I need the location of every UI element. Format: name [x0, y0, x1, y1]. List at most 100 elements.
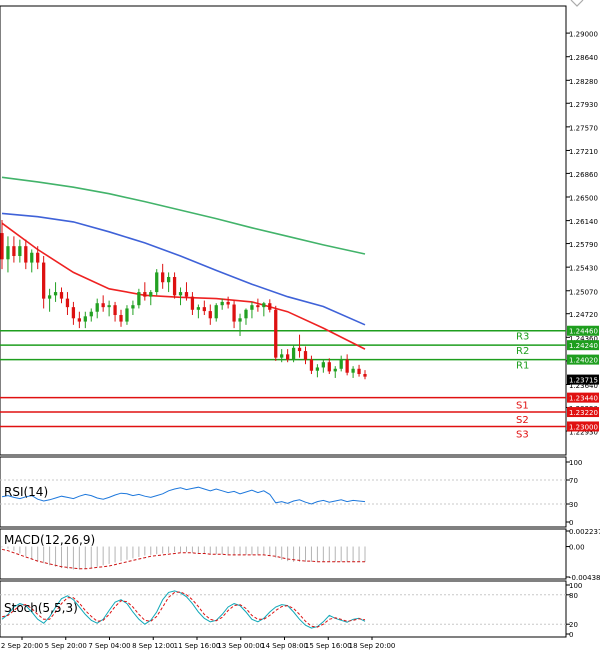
macd-tick-label: 0.00: [569, 544, 585, 552]
level-labels: R3 1.24460 R2 1.24240 R1 1.24020 S1 1.23440 S2 1.…: [516, 325, 599, 440]
time-axis: 2 Sep 20:00 5 Sep 20:00 7 Sep 04:00 8 Sep 1…: [1, 637, 396, 650]
candle-body: [274, 309, 278, 358]
price-tick-label: 1.22930: [569, 429, 598, 437]
stochastic-indicator: 100 80 20 0: [0, 582, 582, 639]
rsi-tick-label: 70: [569, 477, 578, 485]
rsi-tick-label: 0: [569, 519, 573, 527]
price-tick-label: 1.26140: [569, 218, 598, 226]
pivot-price-text: 1.24240: [569, 342, 598, 350]
current-price-text: 1.23715: [569, 377, 598, 385]
candle-body: [291, 347, 296, 360]
macd-signal-line: [1, 548, 365, 570]
stoch-tick-label: 20: [569, 621, 578, 629]
stoch-tick-label: 100: [569, 582, 582, 590]
candle-body: [363, 374, 367, 377]
pivot-price-tag: [567, 325, 599, 336]
candle-body: [131, 305, 135, 309]
window-corner-icon[interactable]: [570, 0, 584, 7]
candle-body: [297, 347, 302, 352]
time-tick-label: 8 Sep 12:00: [132, 642, 174, 650]
macd-tick-label: 0.002237: [569, 528, 600, 536]
price-tick-label: 1.27930: [569, 101, 598, 109]
current-price-tag: [567, 374, 599, 385]
candle-body: [42, 262, 46, 299]
pivot-price-tag: [567, 421, 599, 432]
candle-body: [339, 359, 343, 369]
time-tick-label: 18 Sep 20:00: [349, 642, 396, 650]
price-tick-label: 1.24360: [569, 335, 598, 343]
time-tick-label: 14 Sep 08:00: [261, 642, 308, 650]
candle-body: [202, 307, 206, 312]
price-tick-label: 1.27570: [569, 124, 598, 132]
pivot-levels: [0, 329, 566, 428]
stoch-tick-label: 0: [569, 631, 573, 639]
candle-body: [36, 252, 40, 263]
pivot-level-label: R2: [516, 346, 529, 357]
pivot-level-label: S2: [516, 415, 529, 426]
pivot-price-text: 1.23220: [569, 409, 598, 417]
stoch-tick-label: 80: [569, 592, 578, 600]
candle-body: [220, 301, 224, 306]
candle-body: [280, 354, 284, 358]
pivot-level-label: R3: [516, 332, 529, 343]
rsi-line: [1, 486, 366, 505]
price-tick-label: 1.28640: [569, 54, 598, 62]
price-tick-label: 1.26860: [569, 171, 598, 179]
pivot-level-label: S1: [516, 401, 529, 412]
price-tick-label: 1.25430: [569, 265, 598, 273]
price-tick-label: 1.24720: [569, 311, 598, 319]
pivot-price-text: 1.23440: [569, 395, 598, 403]
candle-body: [232, 304, 236, 322]
candle-body: [309, 359, 314, 371]
candle-body: [172, 276, 177, 296]
candle-body: [47, 295, 52, 299]
candle-body: [65, 298, 70, 308]
pivot-level-label: S3: [516, 429, 529, 440]
candle-body: [18, 246, 22, 257]
candle-body: [214, 305, 218, 319]
candle-body: [53, 292, 58, 296]
candle-body: [184, 292, 189, 297]
candle-body: [30, 252, 34, 263]
pivot-price-text: 1.24460: [569, 328, 598, 336]
candle-body: [125, 308, 129, 322]
candle-body: [149, 292, 153, 297]
candle-body: [226, 301, 230, 305]
time-tick-label: 2 Sep 20:00: [1, 642, 43, 650]
pivot-price-text: 1.24020: [569, 357, 598, 365]
price-tick-label: 1.27210: [569, 148, 598, 156]
pivot-price-tag: [567, 407, 599, 418]
macd-title: MACD(12,26,9): [4, 533, 95, 547]
price-tick-label: 1.23640: [569, 382, 598, 390]
candle-body: [244, 309, 248, 319]
pivot-price-text: 1.23000: [569, 423, 598, 431]
candle-body: [208, 311, 212, 319]
candle-body: [345, 359, 349, 373]
candle-body: [190, 296, 195, 310]
rsi-indicator: 100 70 30 0: [0, 459, 582, 527]
rsi-title: RSI(14): [4, 485, 48, 499]
candle-body: [119, 315, 123, 322]
macd-pane-frame: [0, 528, 567, 580]
candle-body: [286, 354, 290, 360]
price-tick-label: 1.26500: [569, 195, 598, 203]
candle-body: [166, 276, 171, 283]
pivot-price-tag: [567, 340, 599, 351]
macd-indicator: 0.002237 0.00 -0.004385: [1, 528, 600, 582]
candle-body: [107, 305, 111, 308]
candlesticks: [0, 219, 367, 380]
candle-body: [250, 305, 254, 310]
stoch-main-line: [1, 590, 366, 629]
candle-body: [71, 307, 76, 319]
candle-body: [196, 307, 201, 310]
rsi-tick-label: 30: [569, 501, 578, 509]
candle-body: [327, 362, 331, 372]
candle-body: [262, 303, 266, 308]
candle-body: [351, 368, 355, 373]
pivot-price-tag: [567, 392, 599, 403]
candle-body: [161, 272, 165, 283]
candle-body: [101, 303, 105, 308]
pivot-level-label: R1: [516, 361, 529, 372]
